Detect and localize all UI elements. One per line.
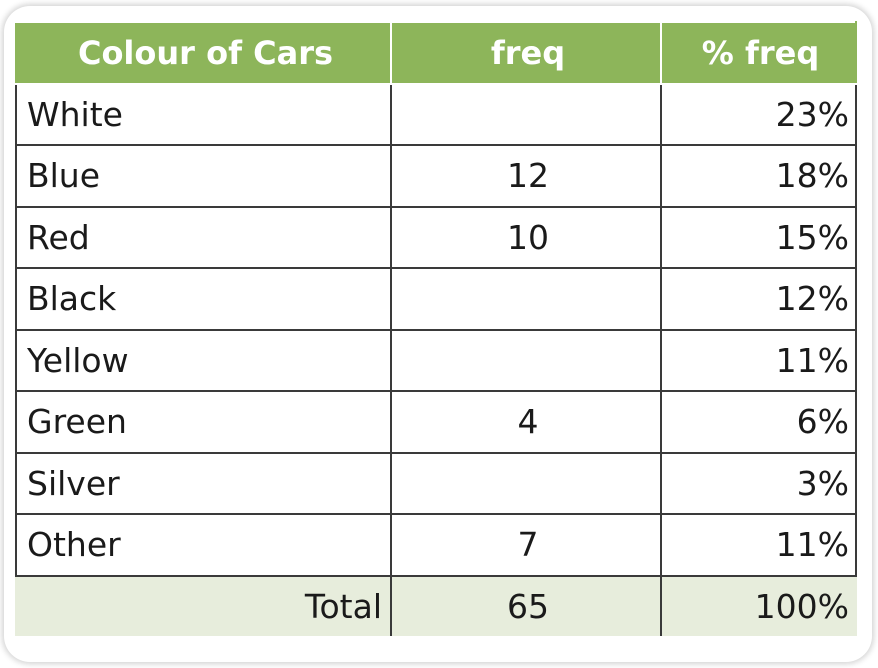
cell-colour: Yellow <box>15 328 392 392</box>
cell-pct-freq: 15% <box>660 205 857 269</box>
cell-pct-freq: 11% <box>660 513 857 577</box>
cell-pct-freq: 23% <box>660 82 857 146</box>
cell-colour: Green <box>15 390 392 454</box>
cell-colour: Black <box>15 267 392 331</box>
cell-pct-freq: 11% <box>660 328 857 392</box>
table-row: Red 10 15% <box>15 205 857 269</box>
cell-colour: Blue <box>15 144 392 208</box>
cell-freq <box>390 267 662 331</box>
cell-freq <box>390 82 662 146</box>
cell-freq <box>390 328 662 392</box>
total-pct: 100% <box>660 574 857 638</box>
header-row: Colour of Cars freq % freq <box>15 21 857 85</box>
table-row: Black 12% <box>15 267 857 331</box>
table-row: Silver 3% <box>15 451 857 515</box>
cell-colour: Other <box>15 513 392 577</box>
total-label: Total <box>15 574 392 638</box>
table-row: Blue 12 18% <box>15 144 857 208</box>
cell-freq: 10 <box>390 205 662 269</box>
total-row: Total 65 100% <box>15 574 857 638</box>
cell-freq <box>390 451 662 515</box>
column-header-pct-freq: % freq <box>660 21 857 85</box>
column-header-colour: Colour of Cars <box>15 21 392 85</box>
cell-colour: Silver <box>15 451 392 515</box>
cell-freq: 7 <box>390 513 662 577</box>
table-row: Yellow 11% <box>15 328 857 392</box>
table-frame: Colour of Cars freq % freq White 23% Blue 1… <box>4 6 872 662</box>
cell-pct-freq: 3% <box>660 451 857 515</box>
table-body: White 23% Blue 12 18% Red 10 15% Black 12% Yellow 1… <box>15 82 857 577</box>
column-header-freq: freq <box>390 21 662 85</box>
cell-pct-freq: 12% <box>660 267 857 331</box>
cell-pct-freq: 6% <box>660 390 857 454</box>
cell-colour: White <box>15 82 392 146</box>
frequency-table: Colour of Cars freq % freq White 23% Blue 1… <box>15 21 857 638</box>
cell-freq: 12 <box>390 144 662 208</box>
total-freq: 65 <box>390 574 662 638</box>
cell-pct-freq: 18% <box>660 144 857 208</box>
table-row: White 23% <box>15 82 857 146</box>
cell-freq: 4 <box>390 390 662 454</box>
cell-colour: Red <box>15 205 392 269</box>
table-row: Other 7 11% <box>15 513 857 577</box>
table-row: Green 4 6% <box>15 390 857 454</box>
